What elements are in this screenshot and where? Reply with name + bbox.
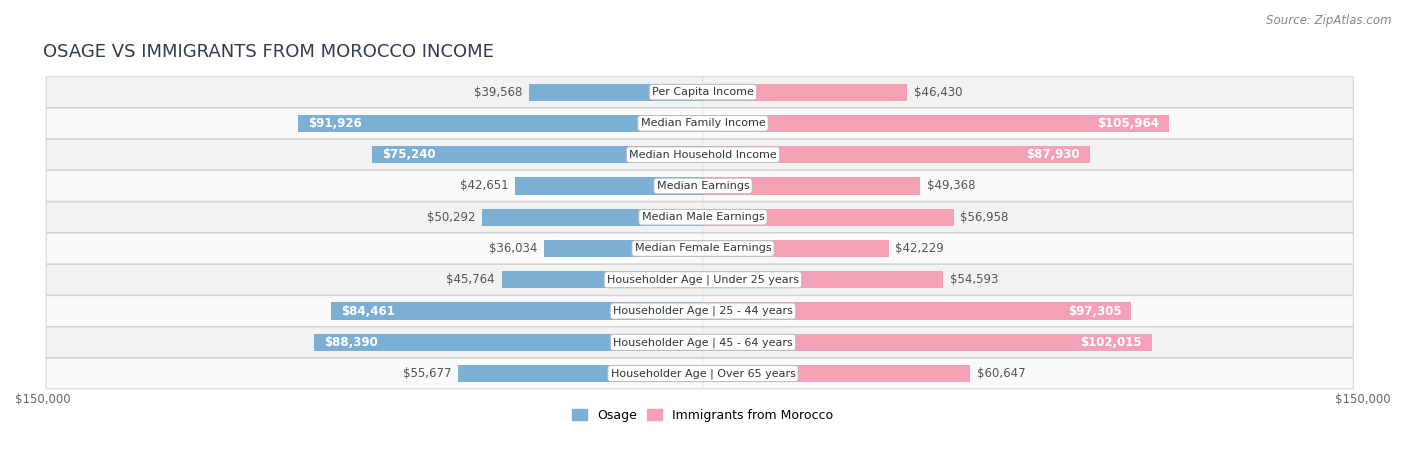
Bar — [298, 115, 703, 132]
Text: $102,015: $102,015 — [1080, 336, 1142, 349]
Text: $50,292: $50,292 — [426, 211, 475, 224]
Text: Median Earnings: Median Earnings — [657, 181, 749, 191]
Text: Median Male Earnings: Median Male Earnings — [641, 212, 765, 222]
Text: $91,926: $91,926 — [308, 117, 363, 130]
Bar — [458, 365, 703, 382]
Bar — [371, 146, 703, 163]
FancyBboxPatch shape — [46, 296, 1354, 326]
Bar — [703, 146, 1090, 163]
Text: $75,240: $75,240 — [382, 148, 436, 161]
Text: $88,390: $88,390 — [323, 336, 378, 349]
Text: $87,930: $87,930 — [1026, 148, 1080, 161]
Bar — [703, 271, 943, 288]
Bar — [703, 303, 1132, 319]
Text: $39,568: $39,568 — [474, 85, 522, 99]
Text: Householder Age | Under 25 years: Householder Age | Under 25 years — [607, 275, 799, 285]
Bar — [482, 209, 703, 226]
Text: $55,677: $55,677 — [404, 367, 451, 380]
Bar — [515, 177, 703, 195]
Bar — [502, 271, 703, 288]
Text: $49,368: $49,368 — [927, 179, 976, 192]
Bar — [314, 334, 703, 351]
Text: Householder Age | Over 65 years: Householder Age | Over 65 years — [610, 368, 796, 379]
FancyBboxPatch shape — [46, 202, 1354, 233]
FancyBboxPatch shape — [46, 77, 1354, 107]
Bar — [544, 240, 703, 257]
Text: Median Female Earnings: Median Female Earnings — [634, 243, 772, 254]
Bar — [332, 303, 703, 319]
Bar — [703, 209, 953, 226]
Text: $42,651: $42,651 — [460, 179, 509, 192]
Text: OSAGE VS IMMIGRANTS FROM MOROCCO INCOME: OSAGE VS IMMIGRANTS FROM MOROCCO INCOME — [42, 43, 494, 61]
Text: $56,958: $56,958 — [960, 211, 1008, 224]
FancyBboxPatch shape — [46, 327, 1354, 358]
Text: Source: ZipAtlas.com: Source: ZipAtlas.com — [1267, 14, 1392, 27]
Bar — [703, 365, 970, 382]
Bar — [703, 334, 1152, 351]
Text: Median Household Income: Median Household Income — [628, 149, 778, 160]
Text: $45,764: $45,764 — [446, 273, 495, 286]
FancyBboxPatch shape — [46, 170, 1354, 201]
FancyBboxPatch shape — [46, 264, 1354, 295]
Text: $105,964: $105,964 — [1098, 117, 1160, 130]
Text: Per Capita Income: Per Capita Income — [652, 87, 754, 97]
Text: Householder Age | 45 - 64 years: Householder Age | 45 - 64 years — [613, 337, 793, 347]
Bar — [529, 84, 703, 101]
FancyBboxPatch shape — [46, 358, 1354, 389]
Text: $36,034: $36,034 — [489, 242, 538, 255]
Legend: Osage, Immigrants from Morocco: Osage, Immigrants from Morocco — [568, 404, 838, 427]
Text: $84,461: $84,461 — [342, 304, 395, 318]
Bar — [703, 240, 889, 257]
Bar — [703, 84, 907, 101]
Text: $60,647: $60,647 — [977, 367, 1025, 380]
Text: $46,430: $46,430 — [914, 85, 963, 99]
Text: $97,305: $97,305 — [1067, 304, 1122, 318]
Text: $42,229: $42,229 — [896, 242, 945, 255]
FancyBboxPatch shape — [46, 108, 1354, 139]
FancyBboxPatch shape — [46, 233, 1354, 264]
Bar — [703, 115, 1170, 132]
Text: Householder Age | 25 - 44 years: Householder Age | 25 - 44 years — [613, 306, 793, 316]
Text: Median Family Income: Median Family Income — [641, 118, 765, 128]
Text: $54,593: $54,593 — [950, 273, 998, 286]
FancyBboxPatch shape — [46, 139, 1354, 170]
Bar — [703, 177, 921, 195]
